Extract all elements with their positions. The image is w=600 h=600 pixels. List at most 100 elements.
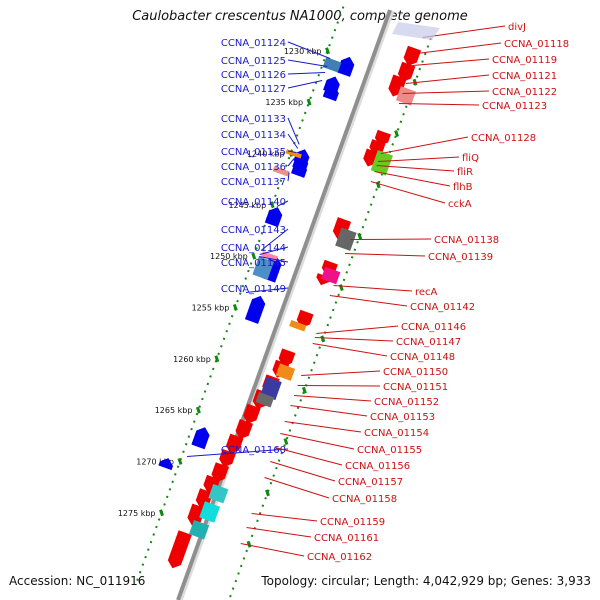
ruler-label: 1265 kbp: [155, 406, 193, 415]
feature-box: [322, 57, 342, 73]
label-leader: [287, 158, 295, 167]
backbone-line: [176, 9, 392, 600]
label-leader: [260, 228, 289, 251]
gene-label-right: CCNA_01161: [314, 533, 379, 544]
reverse-gene: [296, 309, 314, 328]
label-leader: [378, 156, 460, 163]
gene-label-left: CCNA_01144: [221, 243, 286, 254]
gene-label-left: CCNA_01125: [221, 56, 286, 67]
label-leader: [284, 421, 362, 433]
label-leader: [376, 165, 455, 172]
feature-box: [289, 320, 307, 332]
ruler-tick: [325, 47, 330, 55]
gene-label-left: CCNA_01149: [221, 284, 286, 295]
label-leader: [370, 181, 446, 204]
gene-label-right: CCNA_01147: [396, 337, 461, 348]
reverse-gene: [397, 61, 416, 82]
accession-label: Accession: NC_011916: [9, 574, 146, 588]
forward-gene: [264, 207, 283, 228]
ruler-label: 1270 kbp: [136, 457, 174, 466]
label-leader: [329, 295, 408, 307]
ruler-label: 1275 kbp: [118, 509, 156, 518]
label-leader: [258, 255, 289, 263]
reverse-gene: [167, 530, 192, 569]
forward-gene: [191, 427, 210, 450]
top-overlap-fade: [392, 22, 440, 40]
gene-label-right: CCNA_01123: [482, 101, 547, 112]
gene-label-right: CCNA_01121: [492, 71, 557, 82]
forward-gene: [244, 295, 266, 324]
reverse-gene: [403, 45, 422, 66]
forward-gene: [336, 56, 355, 77]
ruler-tick: [306, 98, 312, 106]
feature-box: [252, 256, 274, 280]
ruler-label: 1230 kbp: [284, 47, 322, 56]
ruler-tick: [265, 489, 270, 497]
ruler-label: 1235 kbp: [265, 98, 303, 107]
label-leader: [270, 461, 336, 482]
feature-box: [255, 392, 275, 408]
gene-label-right: CCNA_01119: [492, 55, 557, 66]
feature-box: [199, 501, 221, 523]
label-leader: [240, 543, 305, 557]
gene-label-right: CCNA_01138: [434, 235, 499, 246]
gene-label-right: CCNA_01146: [401, 322, 466, 333]
gene-label-left: CCNA_01137: [221, 177, 286, 188]
map-title: Caulobacter crescentus NA1000, complete …: [132, 9, 468, 24]
label-leader: [287, 133, 299, 149]
ruler-tick: [301, 386, 307, 394]
gene-label-left: CCNA_01136: [221, 162, 286, 173]
gene-label-left: CCNA_01124: [221, 38, 286, 49]
reverse-gene: [187, 503, 206, 526]
ruler-label: 1240 kbp: [247, 149, 285, 158]
label-leader: [290, 405, 368, 417]
gene-label-right: CCNA_01153: [370, 412, 435, 423]
gene-label-right: CCNA_01155: [357, 445, 422, 456]
label-leader: [402, 90, 490, 95]
reverse-gene: [235, 418, 254, 439]
label-leader: [333, 285, 413, 292]
label-leader: [287, 41, 331, 59]
ruler-tick: [283, 438, 289, 446]
gene-label-right: CCNA_01122: [492, 87, 557, 98]
ruler-tick: [394, 130, 400, 138]
gene-label-right: CCNA_01150: [383, 367, 448, 378]
gene-label-right: CCNA_01139: [428, 252, 493, 263]
gene-label-right: CCNA_01148: [390, 352, 455, 363]
reverse-gene: [211, 462, 229, 483]
ruler-tick: [195, 406, 201, 414]
ruler-tick: [177, 457, 183, 465]
ruler-tick: [251, 252, 257, 260]
feature-box: [272, 166, 290, 177]
gene-label-right: fliR: [457, 167, 473, 178]
gene-label-right: divJ: [508, 22, 526, 33]
ruler-tick: [214, 355, 220, 363]
label-leader: [316, 325, 399, 335]
label-leader: [350, 238, 432, 241]
gene-label-right: CCNA_01156: [345, 461, 410, 472]
forward-gene: [290, 161, 308, 178]
gene-label-left: CCNA_01126: [221, 70, 286, 81]
ruler-label: 1255 kbp: [192, 303, 230, 312]
feature-box: [370, 150, 393, 176]
gene-label-right: CCNA_01152: [374, 397, 439, 408]
gene-label-right: cckA: [448, 199, 472, 210]
label-leader: [312, 343, 388, 357]
gene-label-left: CCNA_01140: [221, 197, 286, 208]
feature-box: [395, 86, 416, 106]
label-leader: [406, 74, 490, 85]
label-leader: [287, 59, 328, 67]
label-leader: [380, 136, 469, 155]
label-leader: [293, 395, 372, 402]
label-leader: [246, 527, 312, 538]
backbone-shadow: [179, 10, 395, 600]
genome-summary: Topology: circular; Length: 4,042,929 bp…: [261, 574, 591, 588]
feature-box: [188, 519, 210, 540]
gene-label-left: CCNA_01127: [221, 84, 286, 95]
gene-label-right: CCNA_01128: [471, 133, 536, 144]
label-leader: [422, 25, 506, 39]
gene-label-left: CCNA_01145: [221, 258, 286, 269]
label-leader: [344, 253, 426, 257]
gene-label-right: recA: [415, 287, 438, 298]
